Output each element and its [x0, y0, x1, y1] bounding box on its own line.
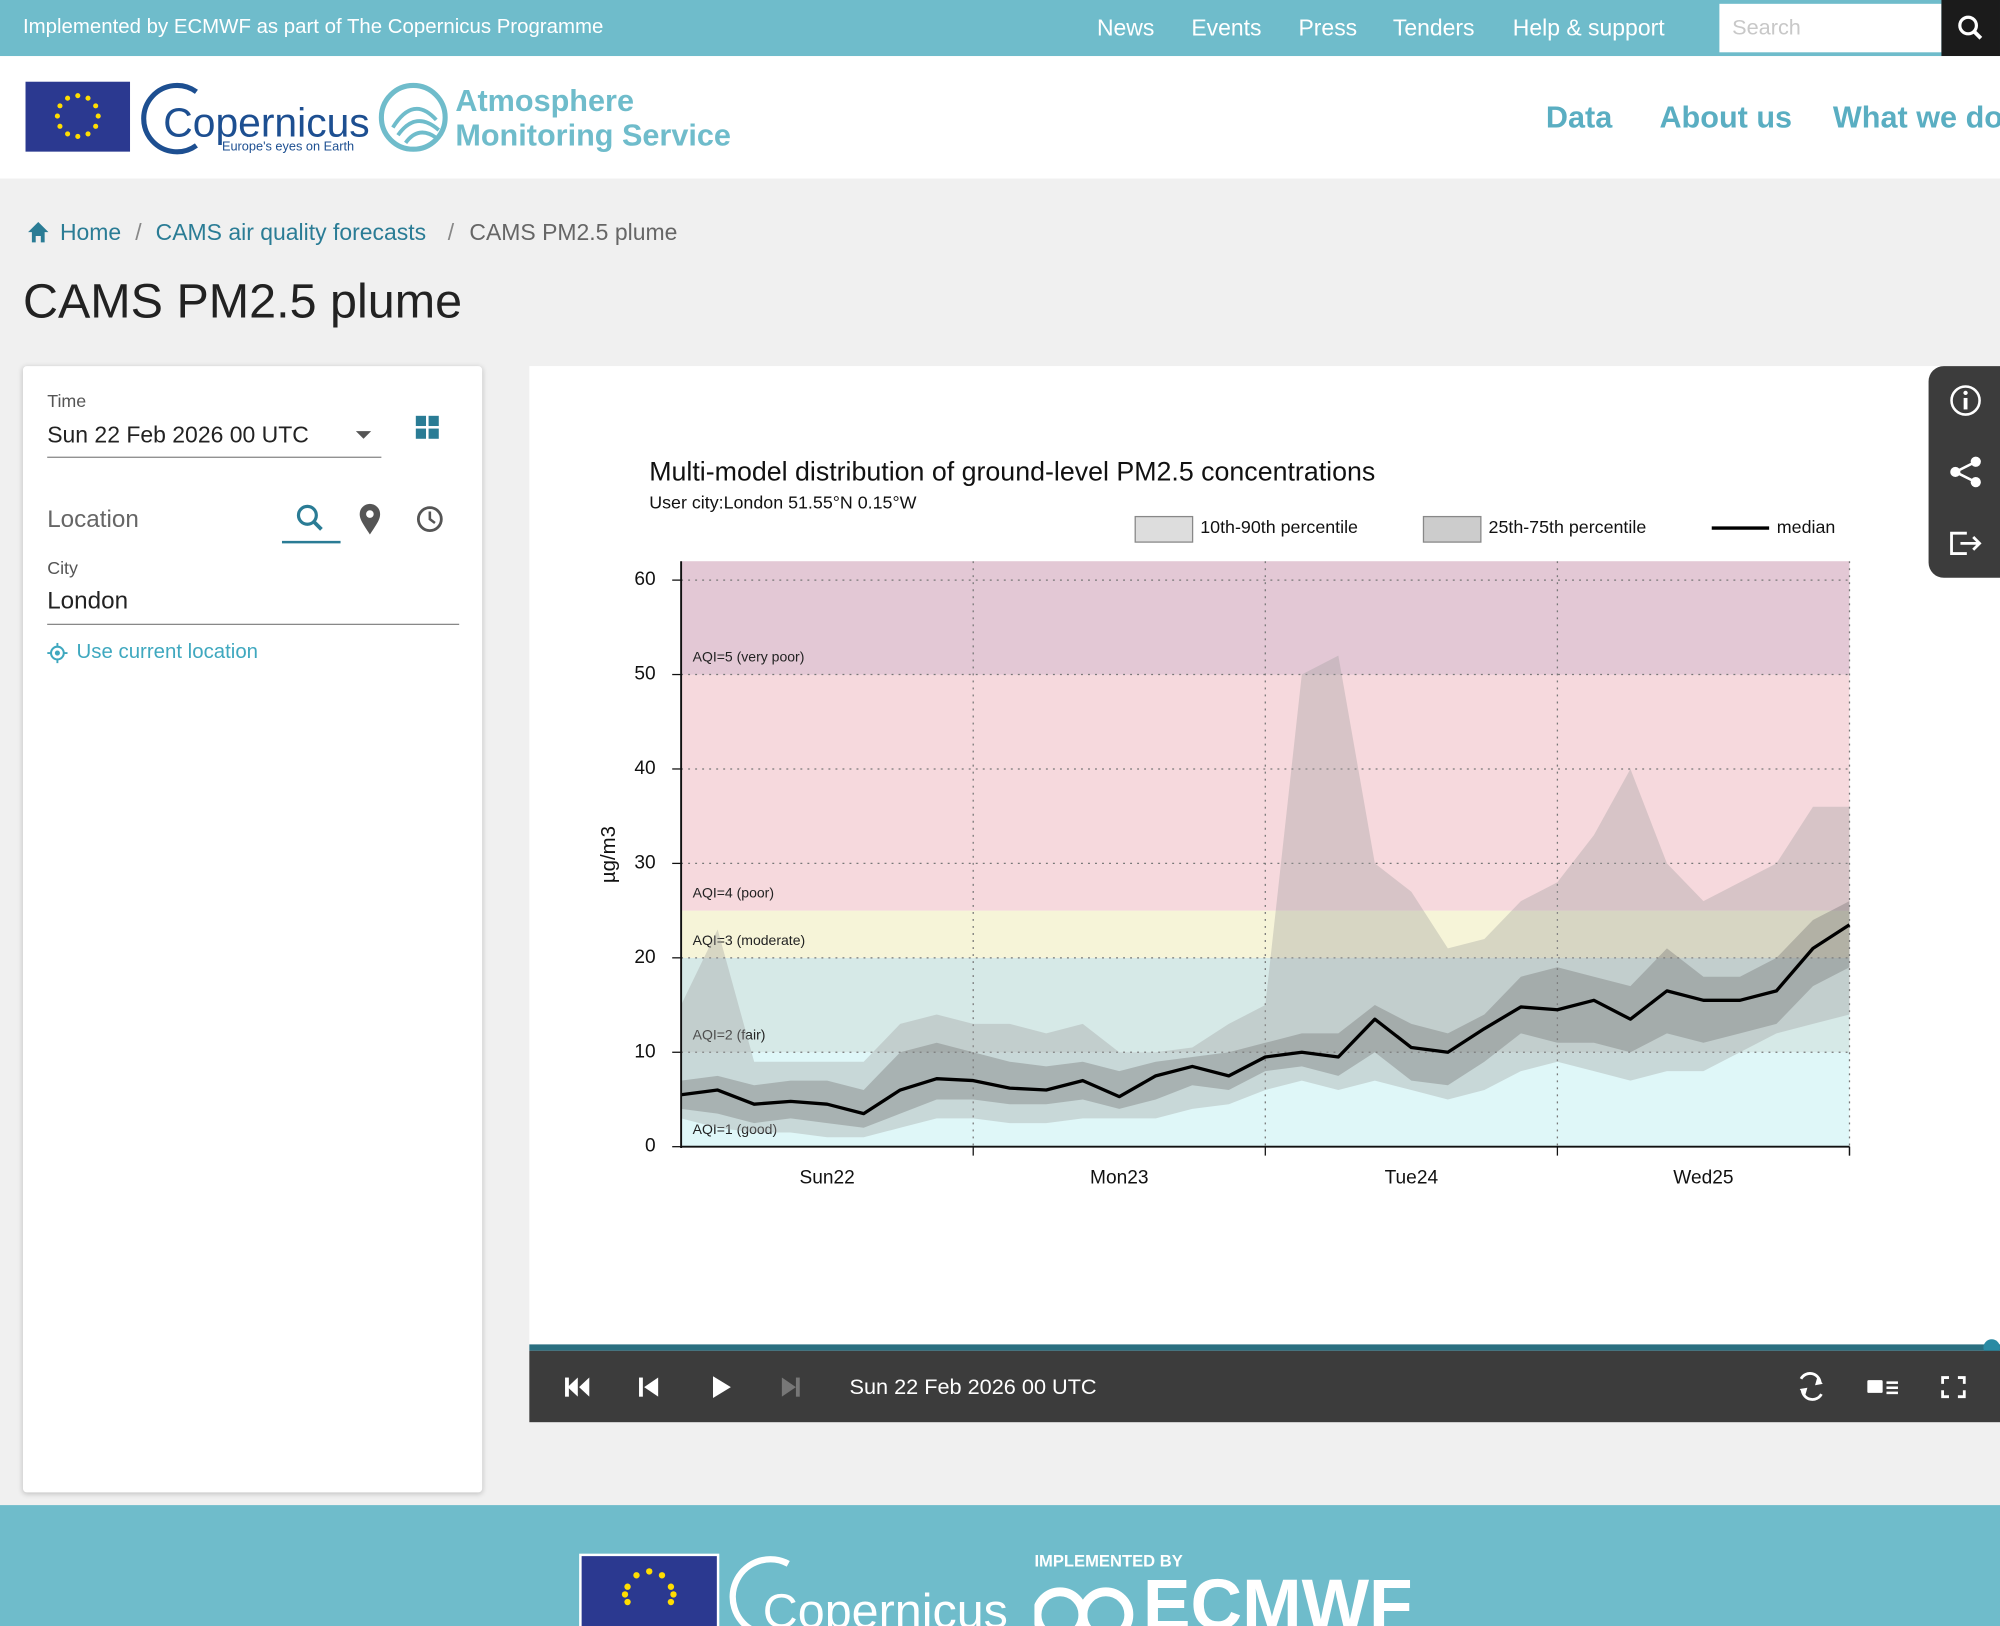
player-time: Sun 22 Feb 2026 00 UTC [849, 1374, 1097, 1400]
breadcrumb-link[interactable]: CAMS air quality forecasts [155, 219, 427, 245]
x-tick-label: Wed25 [1673, 1168, 1733, 1189]
y-tick-label: 60 [634, 569, 655, 590]
aqi-label: AQI=2 (fair) [693, 1026, 766, 1042]
sidebar [22, 366, 483, 1493]
progress-bar[interactable] [529, 1344, 2000, 1351]
time-label: Time [47, 390, 87, 411]
city-label: City [47, 557, 78, 578]
player-options[interactable] [1786, 1351, 2000, 1422]
ecmwf-mark [1034, 1587, 1134, 1626]
y-tick-label: 20 [634, 947, 655, 968]
footer-copernicus: Copernicus [762, 1585, 1008, 1626]
search-input[interactable] [1719, 3, 1942, 53]
top-link[interactable]: Events [1191, 15, 1262, 41]
copernicus-arc [141, 82, 198, 155]
time-underline [47, 456, 382, 458]
aqi-label: AQI=3 (moderate) [693, 932, 806, 948]
top-link[interactable]: Tenders [1392, 15, 1475, 41]
tagline: Implemented by ECMWF as part of The Cope… [22, 16, 604, 39]
aqi-label: AQI=4 (poor) [693, 885, 774, 901]
breadcrumb-link[interactable]: Home [59, 219, 122, 245]
legend-swatch [1422, 515, 1482, 543]
copernicus-logo: Copernicus [163, 99, 370, 146]
copernicus-tagline: Europe's eyes on Earth [221, 140, 355, 155]
x-tick-label: Mon23 [1090, 1168, 1148, 1189]
page-title: CAMS PM2.5 plume [22, 275, 463, 330]
y-axis-label: µg/m3 [598, 826, 620, 883]
y-tick-label: 0 [645, 1136, 656, 1157]
footer-ecmwf: ECMWF [1142, 1563, 1413, 1626]
home-icon [28, 221, 49, 243]
breadcrumb-current: CAMS PM2.5 plume [469, 219, 678, 245]
percentile-band [681, 655, 1850, 1138]
footer-eu-flag [579, 1553, 720, 1626]
nav-link[interactable]: About us [1659, 100, 1793, 136]
top-bar [0, 0, 2000, 57]
grid-view-button[interactable] [415, 415, 441, 441]
city-input[interactable]: London [47, 588, 129, 615]
side-toolbar-icons[interactable] [1929, 366, 2000, 578]
city-underline [47, 623, 460, 625]
legend-label: median [1777, 517, 1836, 537]
breadcrumb-separator: / [447, 219, 455, 245]
breadcrumb-separator: / [135, 219, 142, 245]
legend-swatch [1134, 515, 1194, 543]
percentile-band [681, 901, 1850, 1128]
nav-link[interactable]: Data [1545, 100, 1613, 136]
player-controls[interactable] [529, 1351, 822, 1422]
x-tick-label: Tue24 [1385, 1168, 1439, 1189]
x-tick-label: Sun22 [800, 1168, 855, 1189]
chart-title: Multi-model distribution of ground-level… [649, 456, 1375, 486]
chart: Multi-model distribution of ground-level… [598, 456, 1851, 1189]
footer [0, 1505, 2000, 1626]
top-link[interactable]: Help & support [1512, 15, 1665, 41]
locate-icon [47, 642, 68, 664]
y-tick-label: 40 [634, 758, 655, 779]
service-name: Atmosphere [455, 84, 634, 119]
search-placeholder: Search [1732, 15, 1801, 40]
y-tick-label: 30 [634, 852, 655, 873]
location-label: Location [47, 506, 139, 534]
legend-label: 25th-75th percentile [1489, 517, 1647, 537]
y-tick-label: 50 [634, 664, 655, 685]
time-select[interactable]: Sun 22 Feb 2026 00 UTC [47, 422, 309, 448]
cams-logo [378, 82, 448, 152]
footer-implemented-by: IMPLEMENTED BY [1034, 1551, 1183, 1571]
footer-copernicus-arc [729, 1556, 790, 1626]
search-button[interactable] [1941, 0, 2000, 57]
y-tick-label: 10 [634, 1041, 655, 1062]
top-link[interactable]: News [1096, 15, 1155, 41]
nav-link[interactable]: What we do [1832, 100, 2000, 136]
chart-subtitle: User city:London 51.55°N 0.15°W [649, 493, 916, 513]
dropdown-arrow[interactable] [355, 429, 373, 442]
aqi-label: AQI=1 (good) [693, 1121, 778, 1137]
location-tabs[interactable] [281, 500, 461, 546]
eu-flag [25, 81, 131, 152]
legend-label: 10th-90th percentile [1200, 517, 1358, 537]
aqi-label: AQI=5 (very poor) [693, 649, 805, 665]
header [0, 56, 2000, 179]
service-name: Monitoring Service [455, 118, 731, 154]
top-link[interactable]: Press [1298, 15, 1358, 41]
use-location-link[interactable]: Use current location [76, 641, 259, 664]
median-line [680, 923, 1851, 1116]
player-bar [529, 1350, 2000, 1423]
